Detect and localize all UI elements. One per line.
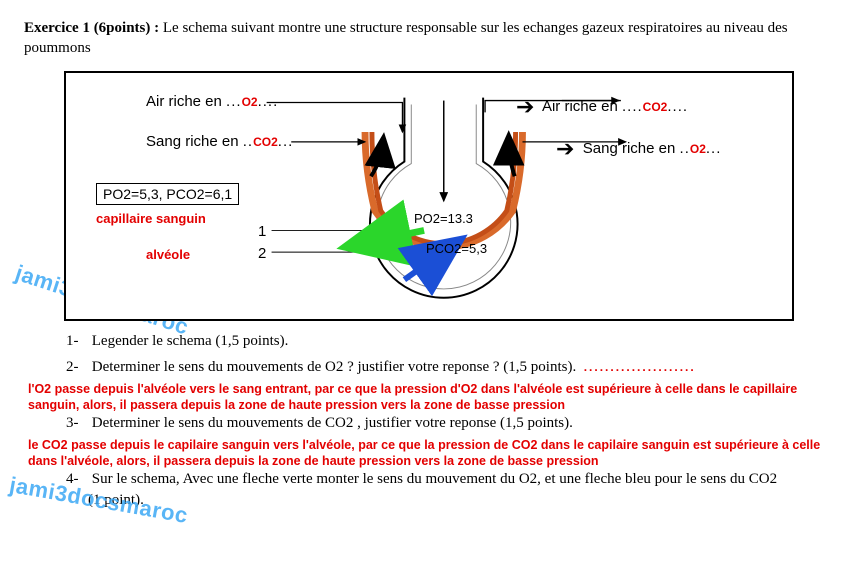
exercise-title: Exercice 1 (6points) : [24, 20, 159, 36]
label-po2: PO2=13.3 [414, 211, 473, 226]
q-text: Determiner le sens du mouvements de O2 ?… [92, 359, 576, 375]
question-4: 4- Sur le schema, Avec une fleche verte … [66, 469, 829, 510]
o2-red: O2 [242, 95, 258, 109]
o2-red: O2 [690, 142, 706, 156]
label-capillaire: capillaire sanguin [96, 211, 206, 226]
answer-2: l'O2 passe depuis l'alvéole vers le sang… [28, 381, 829, 413]
q-num: 4- [66, 469, 88, 489]
q-num: 3- [66, 413, 88, 433]
q-text: Legender le schema (1,5 points). [92, 333, 289, 349]
q-num: 1- [66, 331, 88, 351]
q-text: Determiner le sens du mouvements de CO2 … [92, 415, 573, 431]
label-pco2: PCO2=5,3 [426, 241, 487, 256]
dots: .... [258, 93, 279, 110]
label-sang-right: ➔ Sang riche en ..O2... [556, 133, 721, 159]
dots: .. [680, 140, 690, 157]
label-sang-left: Sang riche en ..CO2... [146, 133, 293, 150]
dots: .. [243, 133, 253, 150]
text: Air riche en [146, 93, 222, 110]
arrow-glyph: ➔ [516, 94, 534, 119]
label-air-right: ➔ Air riche en ....CO2.... [516, 91, 688, 117]
text: Sang riche en [146, 133, 239, 150]
q-text: Sur le schema, Avec une fleche verte mon… [92, 471, 777, 487]
question-3: 3- Determiner le sens du mouvements de C… [66, 413, 829, 433]
label-alveole: alvéole [146, 247, 190, 262]
q-num: 2- [66, 357, 88, 377]
dots: .... [622, 98, 643, 115]
label-2: 2 [258, 245, 266, 262]
dots: ... [706, 140, 722, 157]
question-1: 1- Legender le schema (1,5 points). [66, 331, 829, 351]
label-1: 1 [258, 223, 266, 240]
exercise-header: Exercice 1 (6points) : Le schema suivant… [24, 18, 829, 59]
dots: ... [278, 133, 294, 150]
label-air-left: Air riche en ...O2.... [146, 93, 278, 110]
dots: .... [667, 98, 688, 115]
answer-3: le CO2 passe depuis le capilaire sanguin… [28, 437, 829, 469]
text: Air riche en [542, 98, 618, 115]
pressure-box: PO2=5,3, PCO2=6,1 [96, 183, 239, 205]
arrow-glyph: ➔ [556, 136, 574, 161]
question-2: 2- Determiner le sens du mouvements de O… [66, 357, 829, 377]
red-dots: ..................... [584, 360, 696, 374]
dots: ... [226, 93, 242, 110]
co2-red: CO2 [643, 100, 668, 114]
diagram-container: Air riche en ...O2.... ➔ Air riche en ..… [64, 71, 794, 321]
q-text-cont: (1 point). [88, 492, 144, 508]
questions-block: 1- Legender le schema (1,5 points). 2- D… [24, 331, 829, 510]
co2-red: CO2 [253, 135, 278, 149]
text: Sang riche en [583, 140, 676, 157]
